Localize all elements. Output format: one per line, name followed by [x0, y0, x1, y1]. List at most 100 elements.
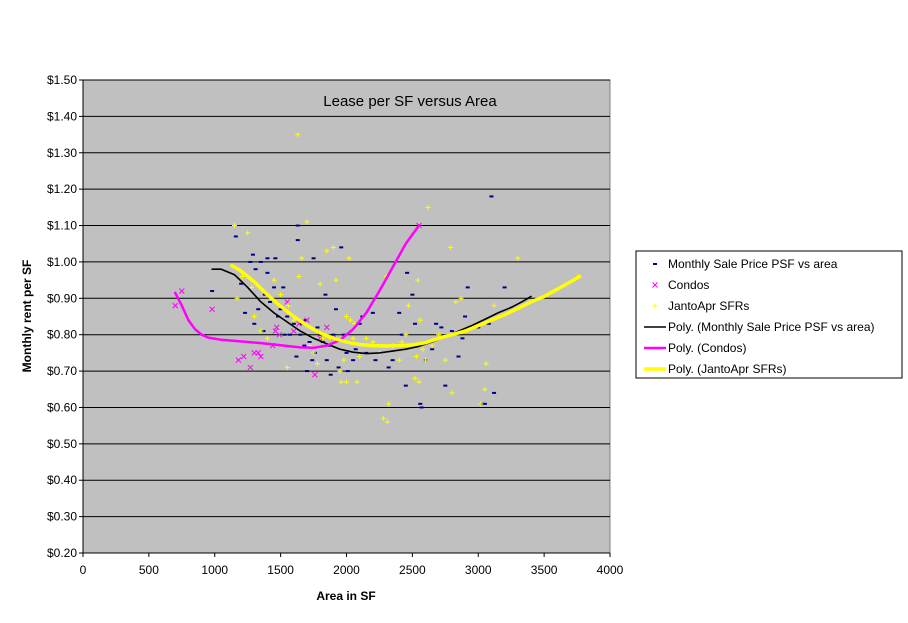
data-point-series-0 [295, 224, 300, 227]
data-point-series-2 [315, 361, 321, 367]
y-tick-label: $0.20 [47, 546, 77, 560]
data-point-series-2 [258, 328, 264, 334]
data-point-series-0 [418, 402, 423, 405]
data-point-series-2 [350, 335, 356, 341]
data-point-series-2 [413, 354, 419, 360]
data-point-series-2 [415, 277, 421, 283]
data-point-series-2 [458, 295, 464, 301]
data-point-series-0 [345, 370, 350, 373]
data-point-series-0 [390, 359, 395, 362]
trendline-4 [173, 224, 421, 350]
data-point-series-0 [252, 322, 257, 325]
data-point-series-2 [482, 386, 488, 392]
data-point-series-0 [250, 253, 255, 256]
data-point-series-2 [386, 401, 392, 407]
data-point-series-0 [405, 271, 410, 274]
x-tick-label: 1000 [201, 563, 228, 577]
data-point-series-0 [465, 286, 470, 289]
x-tick-label: 4000 [597, 563, 624, 577]
data-point-series-2 [341, 357, 347, 363]
data-point-series-1 [304, 317, 310, 323]
data-point-series-2 [483, 361, 489, 367]
data-point-series-2 [347, 317, 353, 323]
legend-swatch-1 [652, 282, 658, 288]
data-point-series-1 [323, 324, 330, 331]
data-point-series-2 [304, 219, 310, 225]
data-point-series-2 [296, 273, 302, 279]
data-point-series-2 [384, 419, 390, 425]
data-point-series-0 [233, 235, 238, 238]
legend-label-2: JantoApr SFRs [668, 299, 749, 313]
data-point-series-2 [234, 295, 240, 301]
data-point-series-2 [436, 332, 442, 338]
data-point-series-1 [209, 306, 215, 313]
data-point-series-2 [491, 303, 497, 309]
data-point-series-2 [271, 277, 277, 283]
trendline-3 [211, 268, 532, 355]
data-point-series-2 [399, 339, 405, 345]
data-point-series-2 [295, 132, 301, 138]
data-point-series-0 [268, 300, 273, 303]
y-tick-label: $1.40 [47, 109, 77, 123]
data-point-series-2 [357, 354, 363, 360]
data-point-series-1 [178, 288, 185, 294]
data-point-series-2 [416, 379, 422, 385]
data-point-series-1 [240, 353, 247, 360]
data-point-series-0 [239, 282, 244, 285]
data-point-series-1 [255, 350, 262, 356]
legend-label-5: Poly. (JantoApr SFRs) [668, 362, 786, 376]
data-point-series-0 [261, 330, 266, 333]
legend-label-0: Monthly Sale Price PSF vs area [668, 257, 838, 271]
data-point-series-2 [403, 332, 409, 338]
data-point-series-0 [304, 370, 309, 373]
data-point-series-0 [410, 293, 415, 296]
data-point-series-0 [315, 326, 320, 329]
gridlines [83, 79, 610, 518]
data-point-series-0 [373, 359, 378, 362]
data-point-series-0 [341, 333, 346, 336]
data-point-series-0 [307, 340, 312, 343]
data-point-series-0 [324, 359, 329, 362]
x-tick-label: 1500 [267, 563, 294, 577]
data-point-series-2 [412, 375, 418, 381]
data-point-series-0 [323, 293, 328, 296]
legend-label-4: Poly. (Condos) [668, 341, 746, 355]
y-tick-label: $0.90 [47, 291, 77, 305]
y-axis-title: Monthly rent per SF [20, 260, 34, 373]
data-point-series-2 [344, 379, 349, 385]
y-tick-label: $0.30 [47, 510, 77, 524]
data-point-series-2 [429, 343, 435, 349]
x-tick-label: 2000 [333, 563, 360, 577]
data-point-series-2 [317, 281, 323, 287]
data-point-series-2 [324, 248, 330, 254]
data-point-series-2 [249, 284, 255, 290]
data-point-series-0 [210, 290, 215, 293]
y-tick-label: $0.80 [47, 328, 77, 342]
data-point-series-0 [311, 257, 316, 260]
data-point-series-2 [264, 335, 270, 341]
data-point-series-1 [235, 357, 242, 364]
data-point-series-1 [290, 328, 297, 334]
data-point-series-2 [344, 314, 349, 319]
data-point-series-2 [330, 244, 336, 250]
data-point-series-2 [245, 230, 251, 236]
data-point-series-0 [370, 311, 375, 314]
data-point-series-2 [311, 350, 317, 356]
data-point-series-0 [333, 308, 338, 311]
data-point-series-2 [338, 379, 344, 385]
y-axis-ticks: $0.20 $0.30 $0.40 $0.50 $0.60 $0.70 $0.80 $0.90… [47, 73, 83, 560]
data-point-series-0 [287, 333, 292, 336]
data-point-series-2 [251, 314, 257, 319]
data-point-series-0 [310, 359, 315, 362]
data-point-series-2 [380, 415, 386, 421]
data-point-series-0 [298, 333, 303, 336]
data-point-series-0 [291, 322, 296, 325]
legend-swatch-2 [652, 303, 658, 309]
data-point-series-0 [256, 308, 261, 311]
data-point-series-1 [172, 302, 179, 309]
data-point-series-0 [489, 195, 494, 198]
legend-items: Monthly Sale Price PSF vs area Condos Jant… [644, 257, 875, 376]
data-point-series-0 [253, 268, 258, 271]
y-tick-label: $1.10 [47, 219, 77, 233]
data-point-series-0 [482, 402, 487, 405]
